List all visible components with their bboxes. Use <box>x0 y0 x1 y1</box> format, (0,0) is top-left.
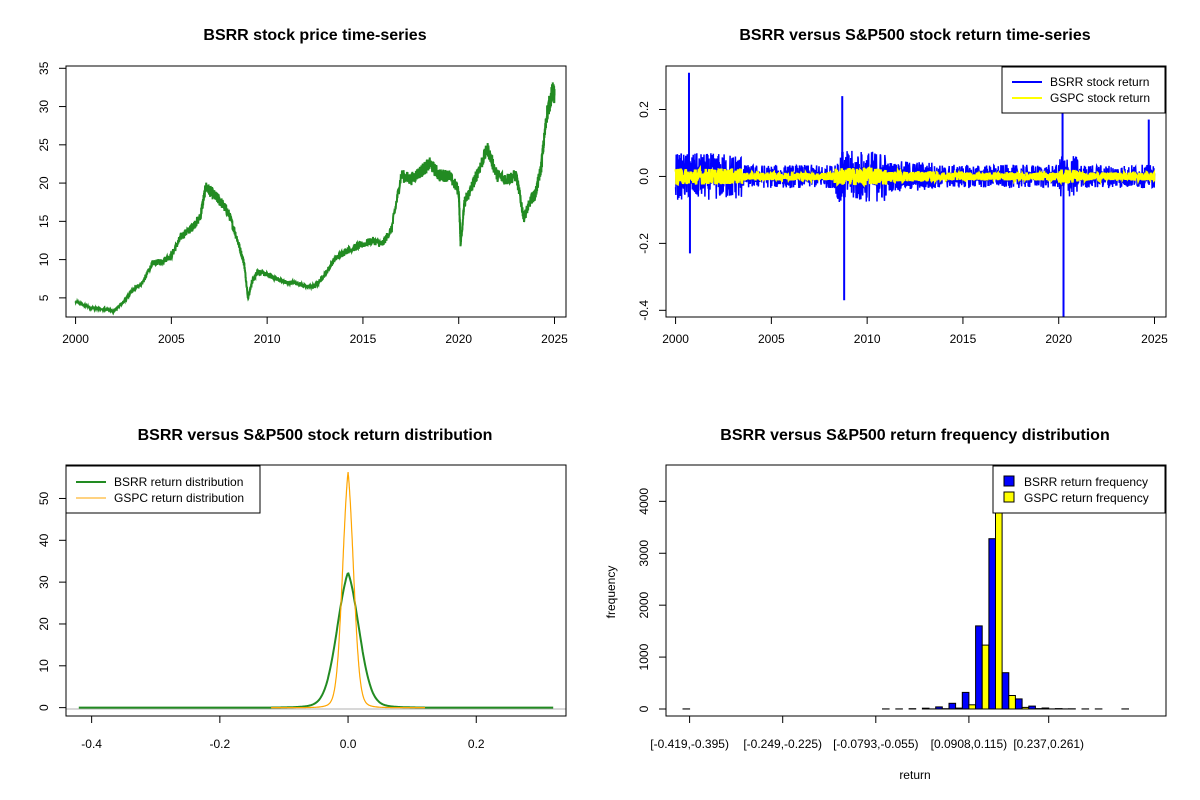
panel-frequency: BSRR versus S&P500 return frequency dist… <box>604 427 1167 782</box>
tick-label: 0.2 <box>468 737 485 751</box>
tick-label: 2025 <box>1141 332 1168 346</box>
frequency-bars <box>682 464 1130 710</box>
x-axis: [-0.419,-0.395) [-0.249,-0.225) [-0.0793,-… <box>650 715 1084 751</box>
legend-box <box>65 465 261 514</box>
tick-label: 25 <box>37 138 51 152</box>
plot-frame <box>65 464 567 717</box>
y-axis-label: frequency <box>604 566 618 619</box>
y-axis: -0.4 -0.2 0.0 0.2 <box>637 101 667 321</box>
x-axis: 2000 2005 2010 2015 2020 2025 <box>62 316 568 346</box>
gspc-bar <box>955 707 963 710</box>
legend-swatch <box>1003 491 1015 503</box>
tick-label: 30 <box>37 100 51 114</box>
tick-label: 3000 <box>637 540 651 567</box>
price-line <box>74 82 556 316</box>
panel-returns: BSRR versus S&P500 stock return time-ser… <box>637 27 1168 346</box>
legend-box <box>1001 66 1166 114</box>
tick-label: 10 <box>37 253 51 267</box>
legend-label: BSRR stock return <box>1050 75 1149 89</box>
tick-label: 5 <box>37 294 51 301</box>
gspc-bar <box>968 704 977 710</box>
tick-label: [0.0908,0.115) <box>931 737 1008 751</box>
legend-label: GSPC stock return <box>1050 91 1150 105</box>
tick-label: [-0.419,-0.395) <box>650 737 729 751</box>
tick-label: 2020 <box>445 332 472 346</box>
legend: BSRR return frequency GSPC return freque… <box>992 465 1166 514</box>
gspc-bar <box>1021 706 1030 710</box>
tick-label: 35 <box>37 61 51 75</box>
plot-frame <box>665 464 1167 717</box>
tick-label: 15 <box>37 214 51 228</box>
bsrr-bar <box>961 691 970 710</box>
tick-label: -0.4 <box>81 737 102 751</box>
price-series <box>74 82 556 316</box>
tick-label: 2025 <box>541 332 568 346</box>
tick-label: -0.2 <box>210 737 231 751</box>
gspc-density-line <box>271 472 425 709</box>
bsrr-bar <box>921 707 930 710</box>
tick-label: 2010 <box>254 332 281 346</box>
tick-label: 30 <box>37 575 51 589</box>
legend-label: BSRR return distribution <box>114 475 243 489</box>
tick-label: 40 <box>37 533 51 547</box>
bsrr-bar <box>1001 672 1010 710</box>
legend-box <box>992 465 1166 514</box>
bsrr-bar <box>1041 707 1050 710</box>
density-series <box>78 472 554 709</box>
tick-label: 0 <box>637 705 651 712</box>
gspc-return-line <box>674 164 1156 188</box>
tick-label: 50 <box>37 491 51 505</box>
tick-label: 20 <box>37 176 51 190</box>
bsrr-bar <box>988 538 997 710</box>
tick-label: 0.2 <box>637 101 651 118</box>
legend-label: GSPC return frequency <box>1024 491 1149 505</box>
chart-title: BSRR versus S&P500 stock return time-ser… <box>739 27 1090 44</box>
legend-label: GSPC return distribution <box>114 491 244 505</box>
bsrr-bar <box>948 702 957 710</box>
tick-label: 10 <box>37 659 51 673</box>
tick-label: 2005 <box>758 332 785 346</box>
tick-label: [-0.249,-0.225) <box>743 737 822 751</box>
bsrr-bar <box>975 625 983 710</box>
tick-label: 2000 <box>62 332 89 346</box>
tick-label: 2015 <box>950 332 977 346</box>
tick-label: 1000 <box>637 643 651 670</box>
tick-label: [0.237,0.261) <box>1013 737 1084 751</box>
tick-label: 2010 <box>854 332 881 346</box>
tick-label: 20 <box>37 617 51 631</box>
tick-label: 2020 <box>1045 332 1072 346</box>
chart-title: BSRR versus S&P500 return frequency dist… <box>720 427 1109 444</box>
legend-swatch <box>1003 475 1015 487</box>
return-series <box>674 72 1156 317</box>
chart-title: BSRR stock price time-series <box>203 27 426 44</box>
tick-label: 2000 <box>637 592 651 619</box>
chart-title: BSRR versus S&P500 stock return distribu… <box>138 427 493 444</box>
panel-price: BSRR stock price time-series 2000 2005 201… <box>37 27 568 346</box>
legend: BSRR stock return GSPC stock return <box>1001 66 1166 114</box>
tick-label: 2015 <box>350 332 377 346</box>
bsrr-bar <box>1028 705 1036 710</box>
tick-label: 0.0 <box>637 168 651 185</box>
tick-label: 4000 <box>637 488 651 515</box>
plot-frame <box>65 65 567 318</box>
tick-label: -0.2 <box>637 233 651 254</box>
gspc-bar <box>1008 695 1016 710</box>
bsrr-bar <box>935 706 943 710</box>
bsrr-density-line <box>78 572 554 709</box>
tick-label: 0 <box>37 704 51 711</box>
tick-label: 2000 <box>662 332 689 346</box>
tick-label: 0.0 <box>340 737 357 751</box>
legend-label: BSRR return frequency <box>1024 475 1148 489</box>
panel-distribution: BSRR versus S&P500 stock return distribu… <box>37 427 567 751</box>
tick-label: [-0.0793,-0.055) <box>833 737 918 751</box>
x-axis-label: return <box>899 768 930 782</box>
tick-label: 2005 <box>158 332 185 346</box>
legend: BSRR return distribution GSPC return dis… <box>65 465 261 514</box>
gspc-bar <box>981 644 990 710</box>
tick-label: -0.4 <box>637 300 651 321</box>
plot-frame <box>665 65 1167 318</box>
bsrr-bar <box>1015 698 1023 710</box>
